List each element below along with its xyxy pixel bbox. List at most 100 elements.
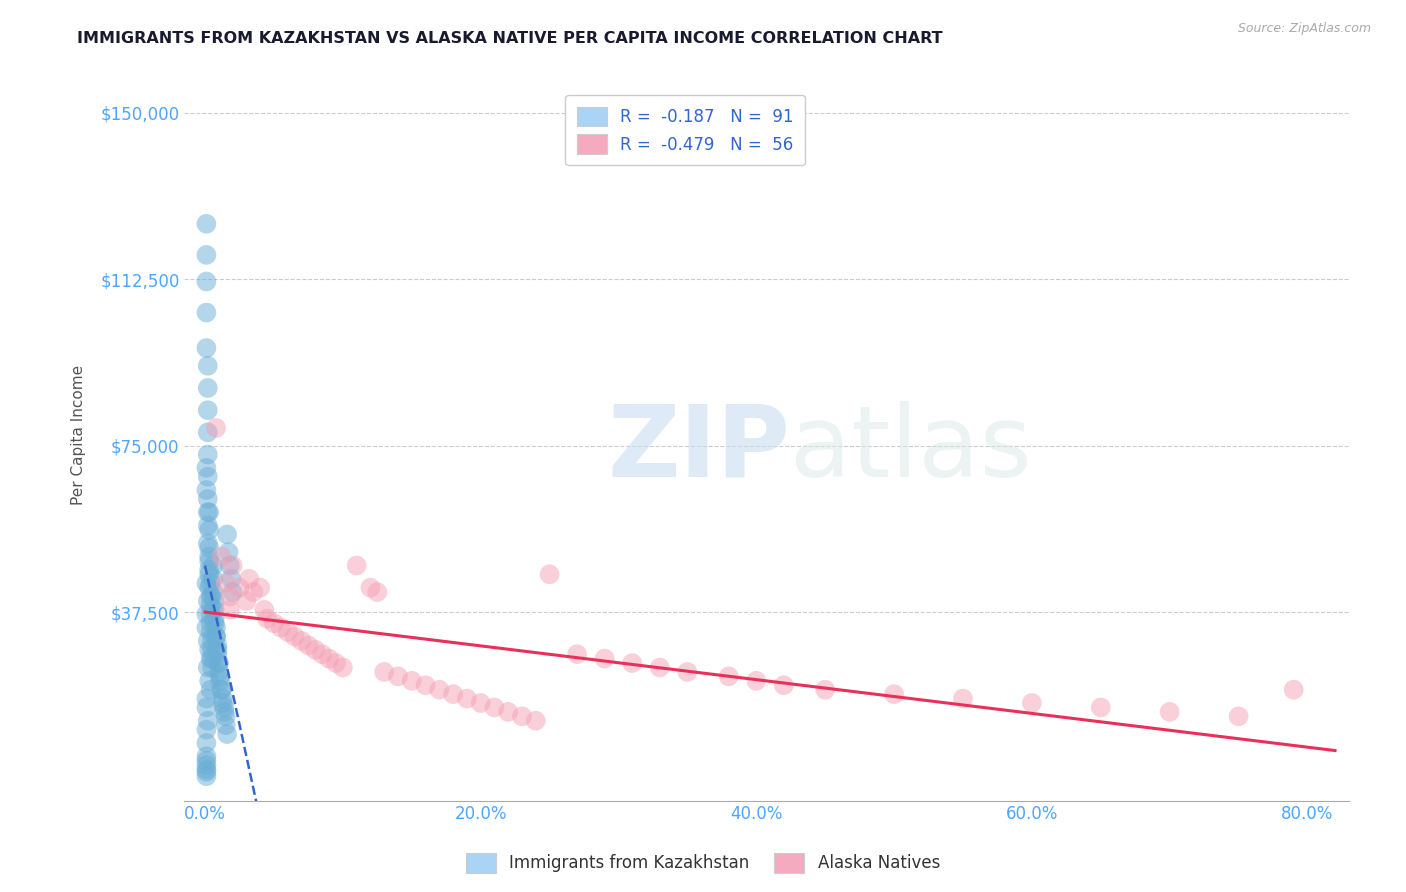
Point: [218, 603, 240, 617]
Point: [311, 647, 333, 661]
Point: [415, 678, 437, 692]
Point: [204, 612, 226, 626]
Point: [814, 682, 837, 697]
Point: [883, 687, 905, 701]
Point: [198, 567, 221, 582]
Point: [593, 651, 616, 665]
Point: [676, 665, 699, 679]
Point: [510, 709, 533, 723]
Point: [195, 217, 218, 231]
Point: [215, 576, 238, 591]
Point: [200, 576, 222, 591]
Point: [318, 651, 340, 665]
Point: [212, 696, 235, 710]
Point: [197, 536, 219, 550]
Point: [366, 585, 388, 599]
Point: [484, 700, 506, 714]
Point: [332, 660, 354, 674]
Point: [219, 572, 242, 586]
Point: [1227, 709, 1250, 723]
Point: [1159, 705, 1181, 719]
Point: [717, 669, 740, 683]
Point: [228, 581, 250, 595]
Point: [198, 554, 221, 568]
Point: [198, 563, 221, 577]
Point: [1021, 696, 1043, 710]
Point: [205, 421, 228, 435]
Point: [387, 669, 409, 683]
Point: [197, 403, 219, 417]
Point: [215, 718, 238, 732]
Point: [207, 642, 229, 657]
Point: [217, 545, 239, 559]
Legend: Immigrants from Kazakhstan, Alaska Natives: Immigrants from Kazakhstan, Alaska Nativ…: [460, 847, 946, 880]
Point: [197, 660, 219, 674]
Point: [427, 682, 450, 697]
Point: [197, 359, 219, 373]
Point: [204, 594, 226, 608]
Point: [211, 549, 233, 564]
Point: [235, 594, 257, 608]
Point: [621, 656, 644, 670]
Point: [195, 248, 218, 262]
Point: [197, 491, 219, 506]
Point: [238, 572, 260, 586]
Point: [524, 714, 547, 728]
Text: Source: ZipAtlas.com: Source: ZipAtlas.com: [1237, 22, 1371, 36]
Point: [200, 616, 222, 631]
Point: [202, 585, 225, 599]
Point: [277, 625, 299, 640]
Point: [207, 638, 229, 652]
Point: [456, 691, 478, 706]
Point: [201, 642, 224, 657]
Text: IMMIGRANTS FROM KAZAKHSTAN VS ALASKA NATIVE PER CAPITA INCOME CORRELATION CHART: IMMIGRANTS FROM KAZAKHSTAN VS ALASKA NAT…: [77, 31, 943, 46]
Point: [204, 603, 226, 617]
Point: [209, 669, 232, 683]
Point: [202, 572, 225, 586]
Point: [745, 673, 768, 688]
Point: [197, 448, 219, 462]
Point: [195, 621, 218, 635]
Point: [198, 541, 221, 555]
Point: [218, 558, 240, 573]
Point: [221, 585, 243, 599]
Point: [1090, 700, 1112, 714]
Point: [197, 518, 219, 533]
Point: [208, 656, 231, 670]
Point: [290, 633, 312, 648]
Point: [772, 678, 794, 692]
Point: [198, 581, 221, 595]
Point: [470, 696, 492, 710]
Point: [208, 656, 231, 670]
Point: [253, 603, 276, 617]
Point: [217, 527, 239, 541]
Point: [195, 763, 218, 777]
Point: [214, 700, 236, 714]
Point: [207, 647, 229, 661]
Point: [195, 700, 218, 714]
Point: [218, 590, 240, 604]
Point: [205, 630, 228, 644]
Point: [249, 581, 271, 595]
Point: [208, 665, 231, 679]
Point: [195, 769, 218, 783]
Point: [496, 705, 519, 719]
Point: [952, 691, 974, 706]
Point: [401, 673, 423, 688]
Point: [195, 275, 218, 289]
Point: [195, 341, 218, 355]
Point: [200, 599, 222, 613]
Point: [205, 621, 228, 635]
Point: [197, 714, 219, 728]
Point: [538, 567, 561, 582]
Point: [195, 691, 218, 706]
Point: [221, 558, 243, 573]
Point: [198, 549, 221, 564]
Point: [270, 621, 292, 635]
Point: [359, 581, 381, 595]
Point: [202, 558, 225, 573]
Point: [197, 381, 219, 395]
Point: [263, 616, 285, 631]
Point: [211, 682, 233, 697]
Point: [565, 647, 588, 661]
